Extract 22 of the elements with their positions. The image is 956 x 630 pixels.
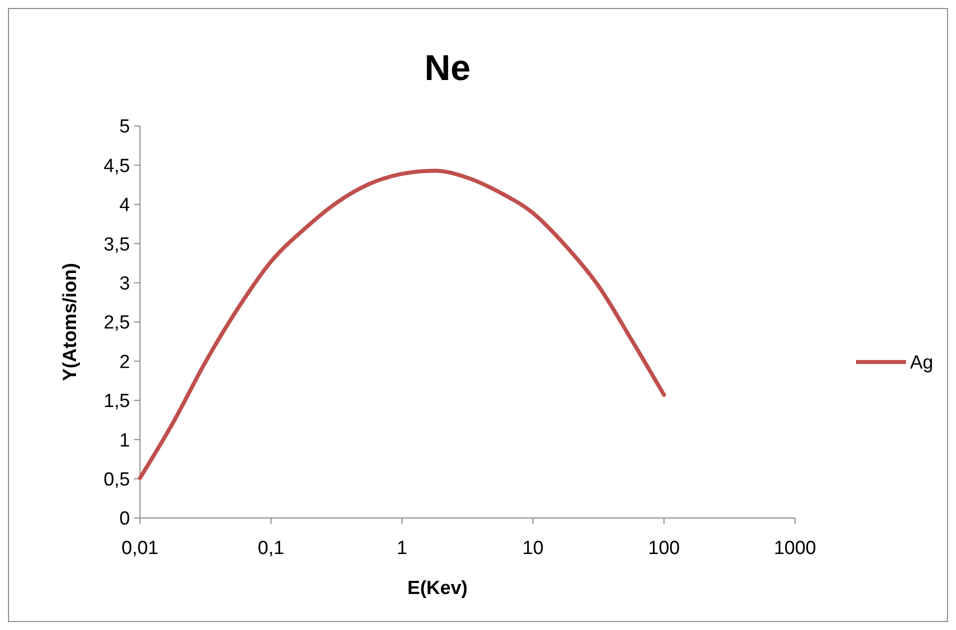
x-tick-label: 10 [522,538,544,559]
x-tick-label: 1000 [774,538,816,559]
line-series [138,168,666,480]
x-tick-label: 0,01 [122,538,158,559]
y-tick-label: 3 [119,273,130,294]
y-axis-title: Y(Atoms/ion) [60,262,81,382]
x-tick-label: 1 [396,538,408,559]
x-tick-label: 100 [648,538,680,559]
y-tick-label: 0 [119,508,130,530]
x-axis-title: E(Kev) [407,578,468,599]
y-tick-label: 1 [119,430,130,452]
y-tick-label: 0,5 [104,469,130,490]
y-tick-label: 4,5 [104,156,130,177]
legend-label: Ag [910,352,934,374]
y-tick-label: 5 [119,116,130,138]
y-tick-label: 2 [119,352,130,373]
y-tick-label: 2,5 [104,312,130,334]
y-tick-label: 4 [119,195,130,216]
y-tick-label: 3,5 [104,234,130,256]
x-tick-label: 0,1 [258,538,284,559]
y-tick-label: 1,5 [104,391,130,412]
chart-title: Ne [424,47,471,88]
